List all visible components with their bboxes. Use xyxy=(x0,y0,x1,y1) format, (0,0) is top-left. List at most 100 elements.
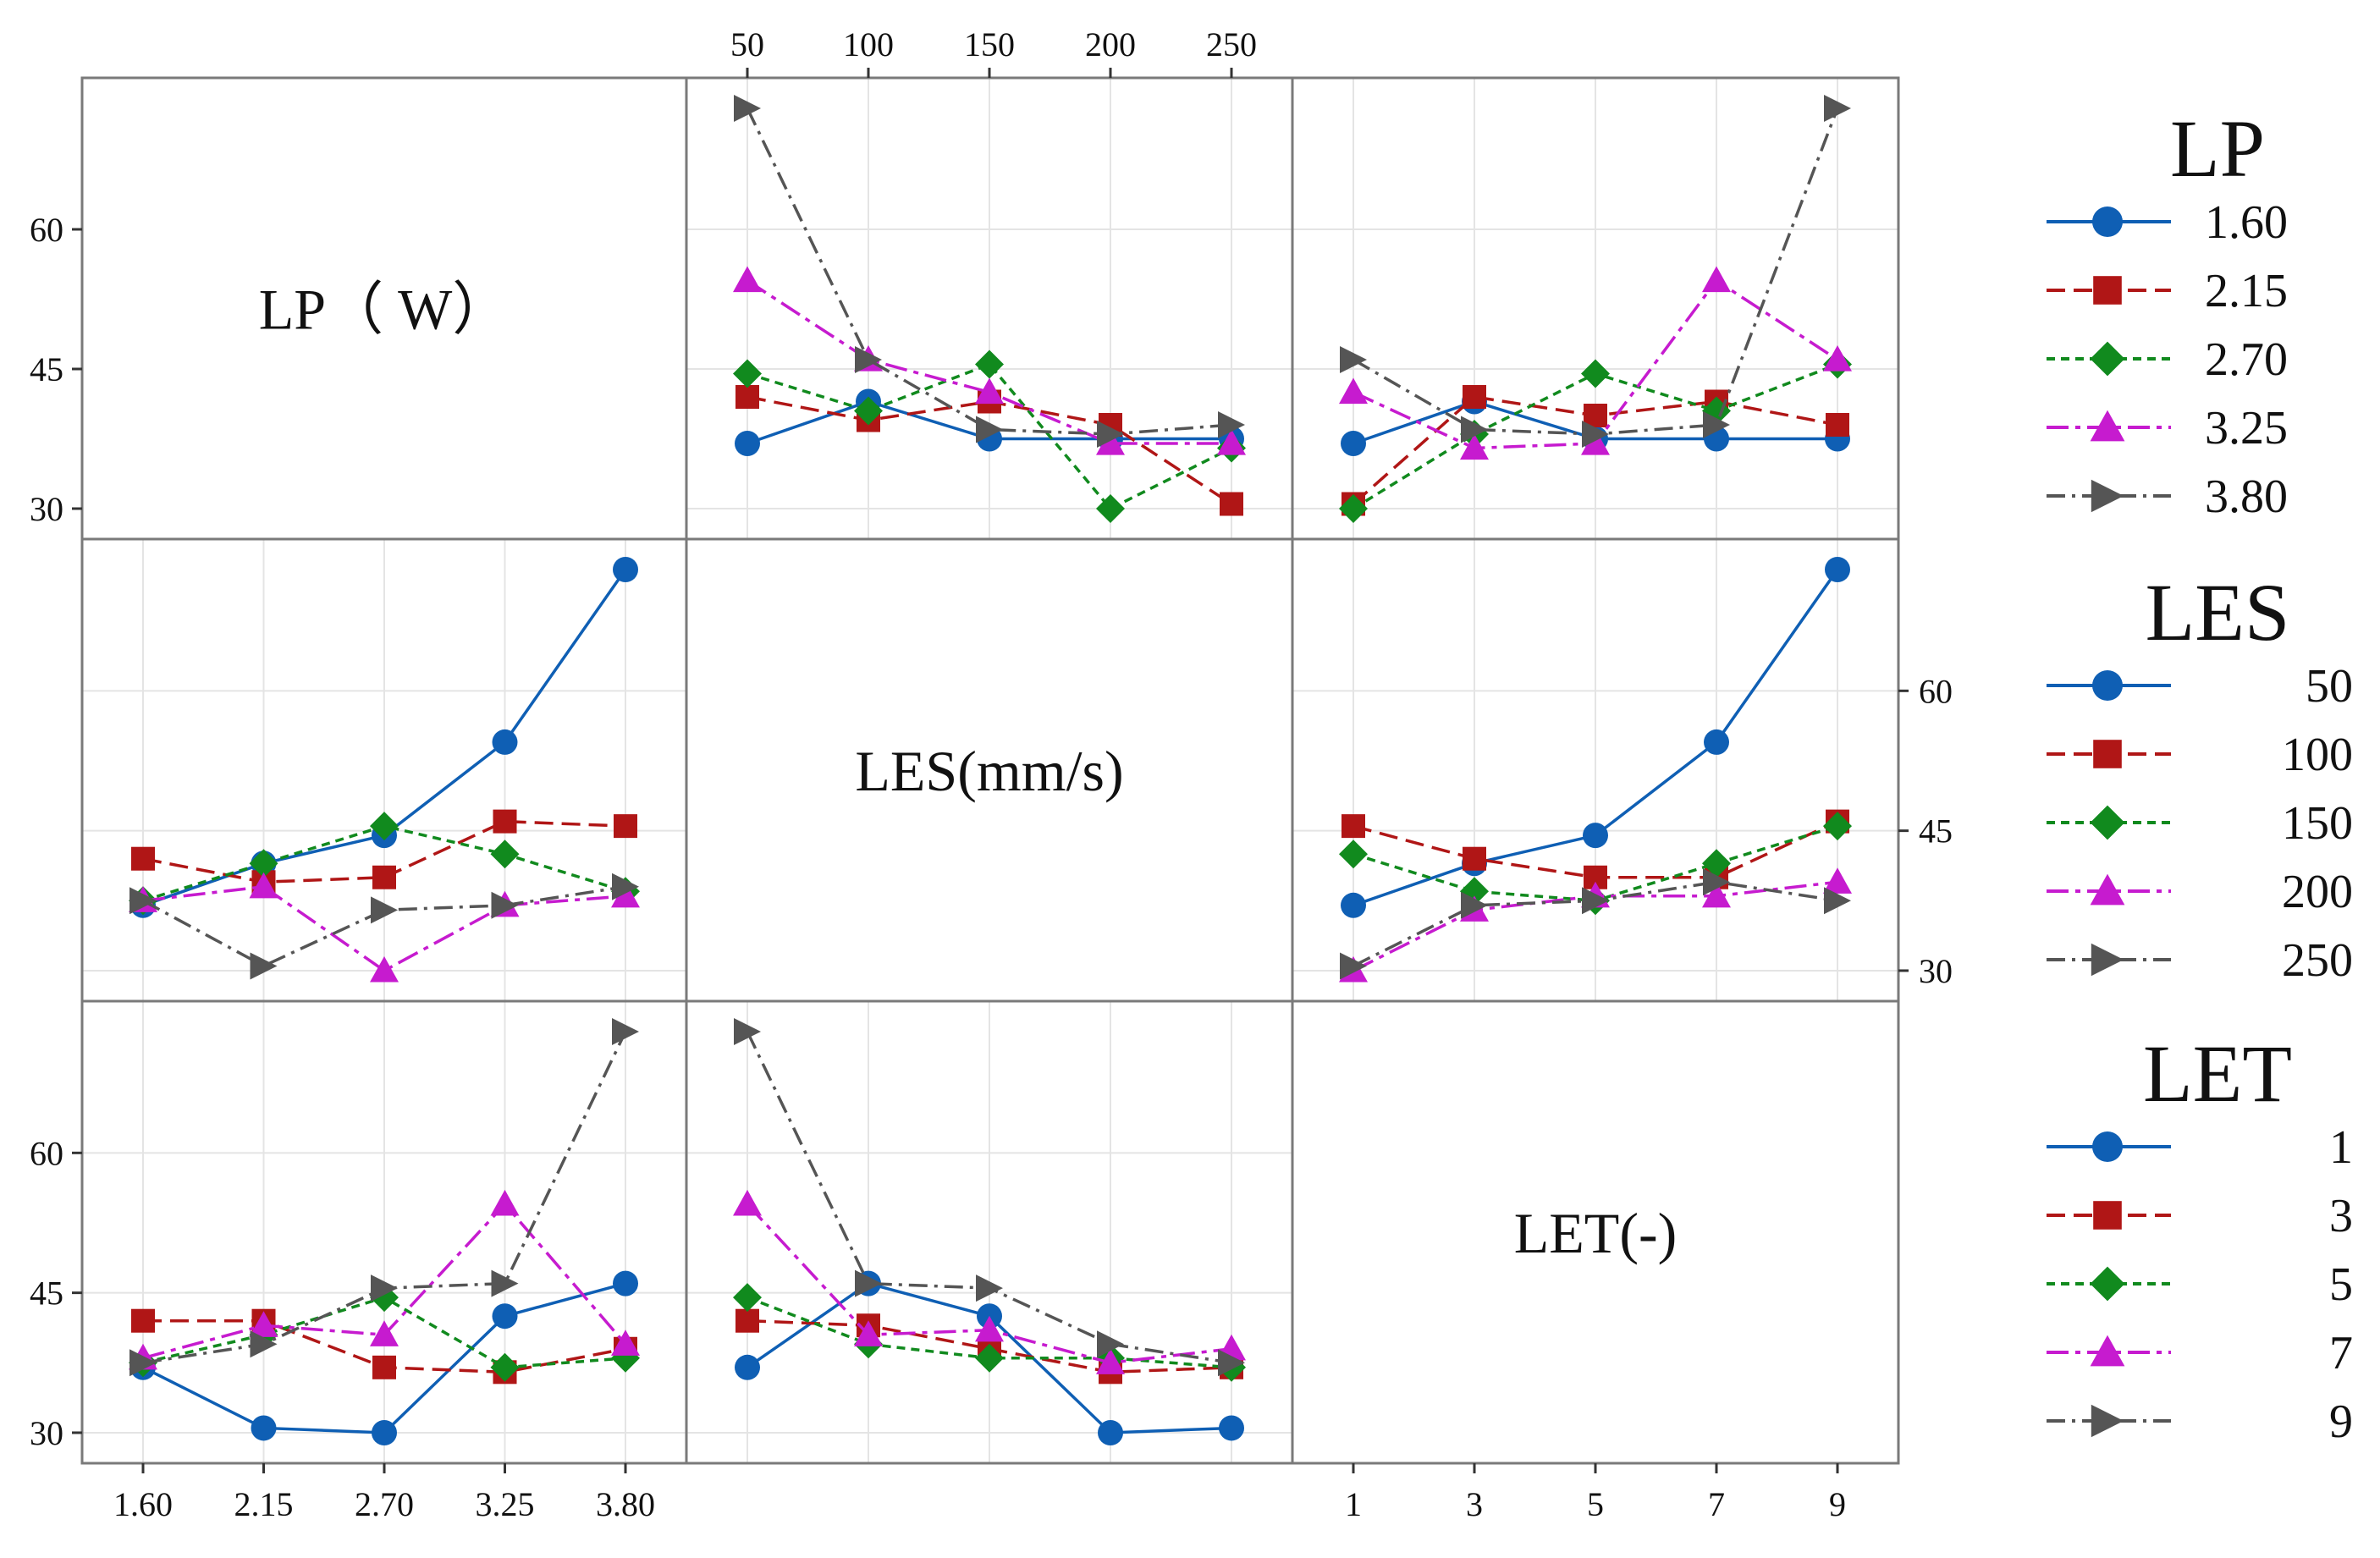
data-point xyxy=(1702,266,1731,293)
factor-label-lp: LP（ W） xyxy=(259,278,510,342)
data-point xyxy=(129,887,157,915)
data-point xyxy=(1581,359,1610,388)
data-point xyxy=(250,1330,278,1358)
x-tick-label-bottom: 7 xyxy=(1708,1485,1725,1523)
x-tick-label-bottom: 1.60 xyxy=(113,1485,173,1523)
data-point xyxy=(1339,377,1368,405)
legend-entry-label: 7 xyxy=(2329,1327,2353,1379)
data-point xyxy=(1583,823,1608,849)
y-tick-label: 45 xyxy=(30,350,63,388)
legend-entry-label: 1.60 xyxy=(2205,196,2288,249)
x-tick-label-bottom: 2.70 xyxy=(355,1485,414,1523)
x-tick-label-top: 100 xyxy=(843,25,894,63)
data-point xyxy=(491,1269,519,1297)
y-tick-label: 30 xyxy=(1919,952,1953,990)
data-point xyxy=(1339,840,1368,869)
data-point xyxy=(1582,887,1609,915)
data-point xyxy=(249,1311,278,1337)
data-point xyxy=(370,1320,399,1346)
factor-label-let: LET(-) xyxy=(1514,1201,1678,1265)
data-point xyxy=(1096,494,1125,523)
y-tick-label: 45 xyxy=(1919,812,1953,851)
data-point xyxy=(976,416,1003,443)
data-point xyxy=(372,1355,396,1379)
x-tick-label-bottom: 3.25 xyxy=(476,1485,535,1523)
data-point xyxy=(129,1349,157,1377)
x-tick-label-bottom: 2.15 xyxy=(234,1485,294,1523)
data-point xyxy=(1824,95,1851,122)
legend-entry-label: 250 xyxy=(2282,934,2353,987)
data-point xyxy=(1341,892,1366,918)
data-point xyxy=(490,840,520,869)
data-point xyxy=(733,1283,762,1313)
data-point xyxy=(1096,429,1125,455)
series-line-lp-3.25 xyxy=(747,279,1231,445)
data-point xyxy=(1341,431,1366,456)
legend-entry-label: 150 xyxy=(2282,797,2353,850)
y-tick-label: 30 xyxy=(30,490,63,528)
data-point xyxy=(370,955,399,983)
legend-entry-label: 2.70 xyxy=(2205,333,2288,386)
x-tick-label-top: 150 xyxy=(964,25,1015,63)
data-point xyxy=(854,1320,883,1346)
data-point xyxy=(1582,421,1609,448)
data-point xyxy=(1219,1415,1244,1441)
data-point xyxy=(251,1415,277,1441)
legend-marker xyxy=(2091,943,2124,977)
data-point xyxy=(1704,729,1729,755)
legend-marker xyxy=(2090,1335,2125,1367)
data-point xyxy=(975,1315,1004,1342)
data-point xyxy=(855,1269,882,1297)
data-point xyxy=(372,865,396,889)
legend-marker xyxy=(2093,1201,2122,1230)
data-point xyxy=(1826,413,1849,437)
legend-marker xyxy=(2091,1404,2124,1438)
data-point xyxy=(1823,345,1852,372)
data-point xyxy=(249,872,278,899)
data-point xyxy=(734,1018,761,1046)
data-point xyxy=(1703,868,1730,896)
data-point xyxy=(1702,849,1731,878)
data-point xyxy=(1463,385,1486,409)
series-line-les-250 xyxy=(142,885,626,968)
x-tick-label-top: 50 xyxy=(730,25,764,63)
y-tick-label: 45 xyxy=(30,1274,63,1313)
data-point xyxy=(1342,814,1365,839)
series-line-lp-2.70 xyxy=(747,362,1232,511)
data-point xyxy=(1702,881,1731,908)
series-line-les-100 xyxy=(142,819,626,884)
data-point xyxy=(1096,1348,1125,1374)
data-point xyxy=(250,952,278,980)
data-point xyxy=(1217,429,1246,455)
data-point xyxy=(975,377,1004,405)
y-tick-label: 60 xyxy=(30,1134,63,1172)
data-point xyxy=(734,95,761,122)
legend-marker xyxy=(2090,1266,2125,1302)
data-point xyxy=(492,729,518,755)
legend-entry-label: 100 xyxy=(2282,729,2353,781)
data-point xyxy=(613,557,638,583)
data-point xyxy=(1460,433,1489,460)
data-point xyxy=(492,1303,518,1330)
data-point xyxy=(1218,1349,1245,1377)
data-point xyxy=(735,1308,759,1333)
factor-label-les: LES(mm/s) xyxy=(855,739,1123,803)
x-tick-label-bottom: 3 xyxy=(1466,1485,1483,1523)
legend-marker xyxy=(2092,1131,2123,1162)
data-point xyxy=(611,881,640,908)
data-point xyxy=(131,846,155,871)
x-tick-label-top: 250 xyxy=(1206,25,1257,63)
x-tick-label-bottom: 5 xyxy=(1587,1485,1604,1523)
data-point xyxy=(490,1352,520,1382)
x-tick-label-bottom: 3.80 xyxy=(596,1485,655,1523)
data-point xyxy=(735,385,759,409)
x-tick-label-bottom: 1 xyxy=(1345,1485,1362,1523)
data-point xyxy=(1097,1330,1124,1358)
data-point xyxy=(611,1330,640,1356)
data-point xyxy=(1097,421,1124,448)
legend-marker xyxy=(2090,805,2125,840)
data-point xyxy=(612,873,639,900)
data-point xyxy=(372,1419,397,1445)
